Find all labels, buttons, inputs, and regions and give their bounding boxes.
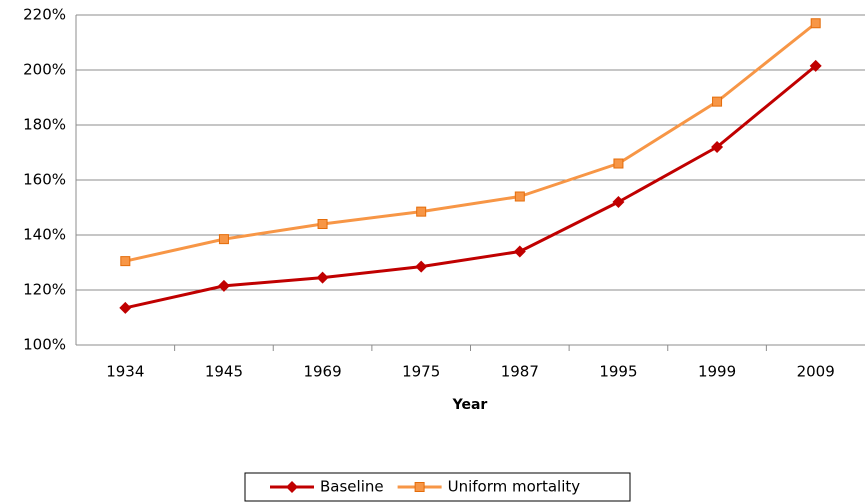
- legend-label: Baseline: [320, 478, 384, 496]
- x-tick-label: 1969: [303, 363, 341, 381]
- x-tick-label: 1987: [501, 363, 539, 381]
- x-tick-label: 1934: [106, 363, 144, 381]
- x-tick-label: 2009: [797, 363, 835, 381]
- marker: [415, 260, 428, 273]
- marker: [414, 482, 425, 492]
- marker: [120, 256, 131, 267]
- x-axis-label: Year: [452, 397, 488, 413]
- marker: [810, 18, 821, 29]
- y-tick-label: 220%: [23, 6, 66, 24]
- y-tick-label: 180%: [23, 116, 66, 134]
- x-tick-label: 1975: [402, 363, 440, 381]
- y-tick-label: 200%: [23, 61, 66, 79]
- marker: [218, 234, 229, 245]
- marker: [809, 59, 822, 72]
- marker: [317, 219, 328, 229]
- marker: [217, 279, 230, 292]
- y-tick-label: 100%: [23, 336, 66, 354]
- y-tick-label: 140%: [23, 226, 66, 244]
- marker: [514, 191, 525, 202]
- marker: [613, 158, 624, 169]
- series-line: [124, 22, 817, 263]
- x-tick-label: 1945: [205, 363, 243, 381]
- marker: [513, 245, 526, 258]
- marker: [612, 196, 625, 208]
- y-tick-label: 160%: [23, 171, 66, 189]
- x-tick-label: 1995: [599, 363, 637, 381]
- marker: [286, 481, 298, 493]
- series-line: [124, 64, 817, 310]
- marker: [316, 271, 329, 284]
- marker: [416, 206, 427, 217]
- marker: [119, 301, 132, 314]
- marker: [711, 141, 724, 153]
- legend-label: Uniform mortality: [448, 478, 581, 496]
- x-tick-label: 1999: [698, 363, 736, 381]
- marker: [712, 96, 723, 107]
- y-tick-label: 120%: [23, 281, 66, 299]
